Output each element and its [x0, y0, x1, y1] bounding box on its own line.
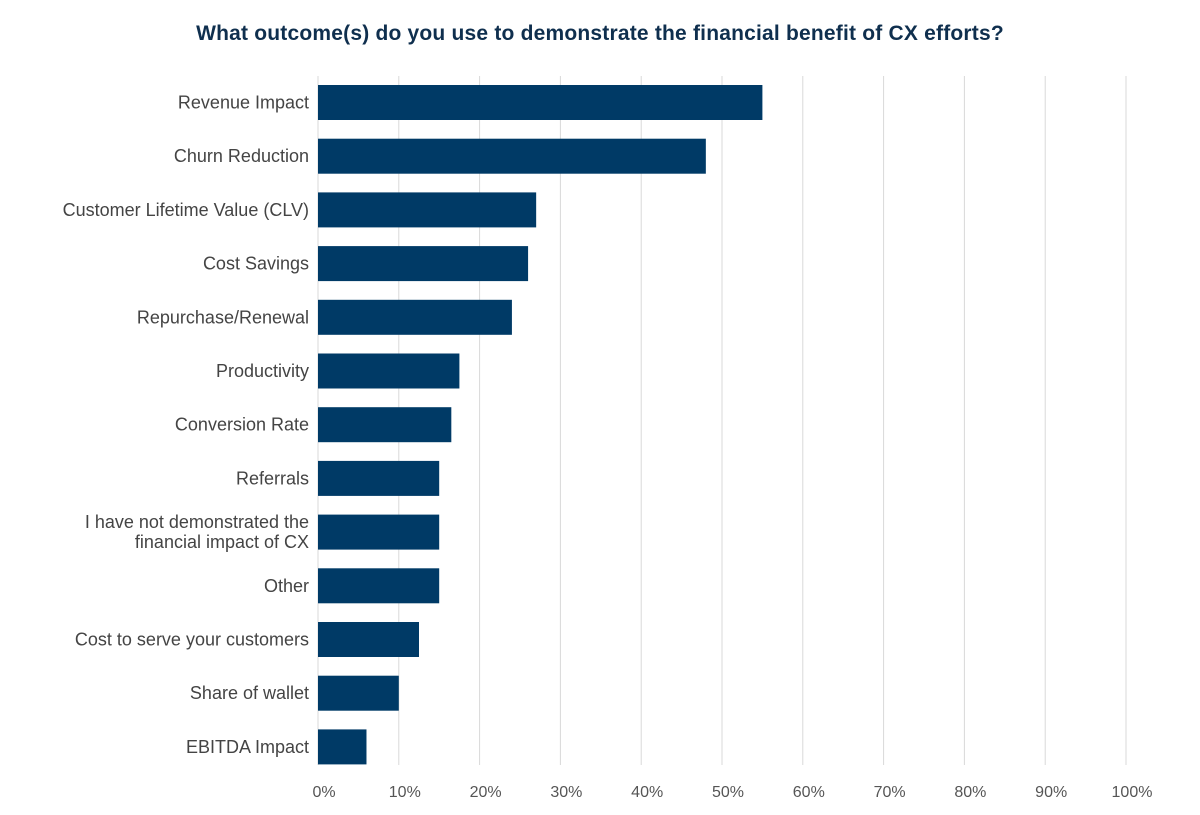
x-tick-label: 30%: [550, 784, 582, 801]
x-tick-label: 0%: [312, 784, 335, 801]
category-labels: Revenue Impact Churn Reduction Customer Li…: [63, 93, 309, 757]
bar: [318, 192, 537, 228]
category-label: EBITDA Impact: [186, 737, 309, 757]
bar: [318, 460, 440, 496]
x-tick-label: 60%: [793, 784, 825, 801]
category-label: Revenue Impact: [178, 93, 309, 113]
x-axis-ticks: 0% 10% 20% 30% 40% 50% 60% 70% 80% 90% 100%: [312, 784, 1152, 801]
x-tick-label: 70%: [874, 784, 906, 801]
category-label: Productivity: [216, 361, 309, 381]
category-label: Referrals: [236, 468, 309, 488]
bar: [318, 246, 529, 282]
x-tick-label: 50%: [712, 784, 744, 801]
x-tick-label: 40%: [631, 784, 663, 801]
bar: [318, 622, 419, 657]
bar: [318, 138, 706, 174]
category-label: Customer Lifetime Value (CLV): [63, 200, 309, 220]
category-label: Repurchase/Renewal: [137, 307, 309, 327]
bars: [318, 85, 763, 765]
bar: [318, 568, 440, 604]
bar: [318, 85, 763, 120]
category-label: Other: [264, 576, 309, 596]
bar: [318, 729, 367, 765]
category-label: financial impact of CX: [135, 532, 309, 552]
category-label: Cost to serve your customers: [75, 630, 309, 650]
category-label: Share of wallet: [190, 683, 309, 703]
category-label: Churn Reduction: [174, 146, 309, 166]
category-label: I have not demonstrated the: [85, 512, 309, 532]
category-label: Conversion Rate: [175, 415, 309, 435]
bar: [318, 514, 440, 550]
x-tick-label: 20%: [470, 784, 502, 801]
bar: [318, 353, 460, 389]
x-tick-label: 90%: [1035, 784, 1067, 801]
chart-title: What outcome(s) do you use to demonstrat…: [196, 22, 1004, 45]
x-tick-label: 80%: [954, 784, 986, 801]
bar: [318, 675, 399, 711]
category-label: Cost Savings: [203, 254, 309, 274]
bar: [318, 299, 512, 335]
x-tick-label: 10%: [389, 784, 421, 801]
x-tick-label: 100%: [1112, 784, 1153, 801]
bar: [318, 407, 452, 443]
